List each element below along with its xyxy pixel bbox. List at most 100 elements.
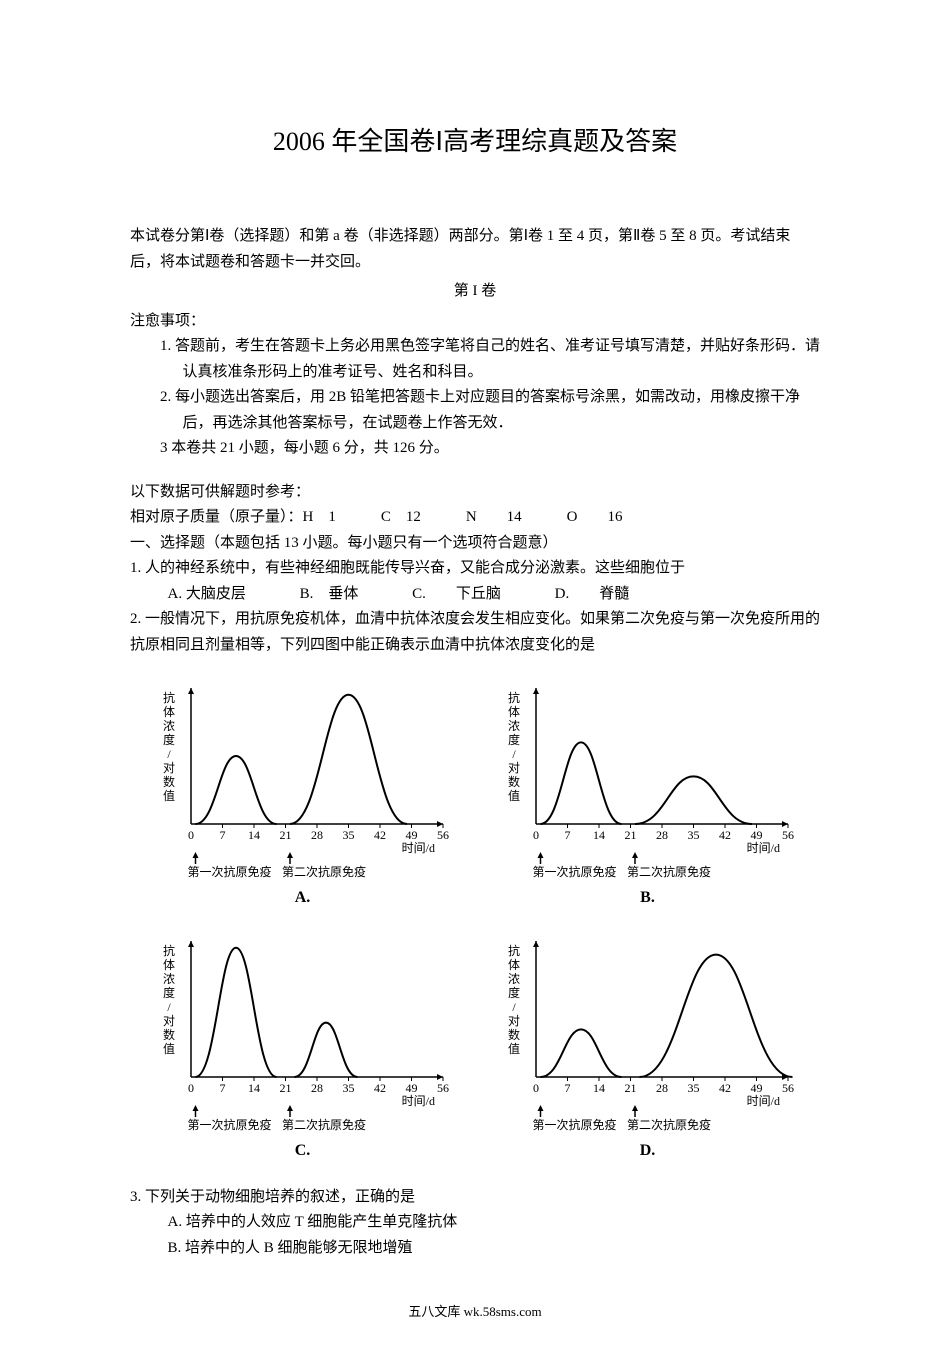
svg-text:浓: 浓 [162, 719, 174, 733]
svg-text:度: 度 [162, 732, 174, 747]
svg-text:14: 14 [248, 1081, 260, 1095]
svg-text:14: 14 [248, 828, 260, 842]
svg-text:21: 21 [279, 828, 291, 842]
question-1-options: A. 大脑皮层 B. 垂体 C. 下丘脑 D. 脊髓 [130, 582, 820, 608]
svg-text:49: 49 [405, 1081, 417, 1095]
svg-text:度: 度 [162, 985, 174, 1000]
page-footer: 五八文库 wk.58sms.com [130, 1301, 820, 1323]
svg-text:21: 21 [624, 1081, 636, 1095]
q3-option-b: B. 培养中的人 B 细胞能够无限地增殖 [130, 1236, 820, 1262]
svg-text:第二次抗原免疫: 第二次抗原免疫 [282, 1117, 366, 1131]
question-2-text: 2. 一般情况下，用抗原免疫机体，血清中抗体浓度会发生相应变化。如果第二次免疫与… [130, 607, 820, 658]
volume-label: 第 I 卷 [130, 279, 820, 305]
svg-text:值: 值 [507, 788, 519, 803]
svg-text:时间/d: 时间/d [401, 1094, 434, 1108]
question-3-text: 3. 下列关于动物细胞培养的叙述，正确的是 [130, 1185, 820, 1211]
svg-text:21: 21 [624, 828, 636, 842]
option-a: A. 大脑皮层 [168, 582, 246, 608]
svg-text:7: 7 [564, 828, 570, 842]
reference-heading: 以下数据可供解题时参考： [130, 480, 820, 506]
svg-text:/: / [167, 1000, 171, 1014]
svg-text:第一次抗原免疫: 第一次抗原免疫 [532, 864, 616, 878]
svg-text:28: 28 [311, 828, 323, 842]
svg-text:42: 42 [719, 828, 731, 842]
svg-text:抗: 抗 [162, 690, 174, 705]
svg-text:第二次抗原免疫: 第二次抗原免疫 [627, 864, 711, 878]
svg-text:时间/d: 时间/d [746, 841, 779, 855]
svg-text:抗: 抗 [507, 943, 519, 958]
svg-text:第一次抗原免疫: 第一次抗原免疫 [532, 1117, 616, 1131]
option-d: D. 脊髓 [555, 582, 630, 608]
svg-text:49: 49 [405, 828, 417, 842]
svg-text:7: 7 [219, 1081, 225, 1095]
svg-text:时间/d: 时间/d [746, 1094, 779, 1108]
svg-text:度: 度 [507, 985, 519, 1000]
notice-heading: 注愈事项： [130, 309, 820, 335]
chart-d-cell: 0714212835424956抗体浓度/对数值时间/d第一次抗原免疫第二次抗原… [495, 931, 800, 1164]
chart-c: 0714212835424956抗体浓度/对数值时间/d第一次抗原免疫第二次抗原… [153, 931, 453, 1131]
notice-item: 1. 答题前，考生在答题卡上务必用黑色签字笔将自己的姓名、准考证号填写清楚，并贴… [153, 334, 821, 385]
option-b: B. 垂体 [300, 582, 359, 608]
svg-text:第二次抗原免疫: 第二次抗原免疫 [627, 1117, 711, 1131]
charts-grid: 0714212835424956抗体浓度/对数值时间/d第一次抗原免疫第二次抗原… [130, 678, 820, 1164]
svg-text:14: 14 [593, 1081, 605, 1095]
svg-text:值: 值 [507, 1041, 519, 1056]
svg-text:21: 21 [279, 1081, 291, 1095]
svg-text:第一次抗原免疫: 第一次抗原免疫 [187, 864, 271, 878]
notice-item: 3 本卷共 21 小题，每小题 6 分，共 126 分。 [153, 436, 821, 462]
svg-text:抗: 抗 [162, 943, 174, 958]
chart-a: 0714212835424956抗体浓度/对数值时间/d第一次抗原免疫第二次抗原… [153, 678, 453, 878]
svg-text:35: 35 [342, 828, 354, 842]
chart-d: 0714212835424956抗体浓度/对数值时间/d第一次抗原免疫第二次抗原… [498, 931, 798, 1131]
svg-text:56: 56 [437, 828, 449, 842]
svg-text:度: 度 [507, 732, 519, 747]
svg-text:35: 35 [342, 1081, 354, 1095]
svg-text:28: 28 [656, 828, 668, 842]
svg-text:对: 对 [507, 1014, 519, 1028]
chart-a-caption: A. [295, 884, 311, 911]
svg-text:/: / [167, 747, 171, 761]
svg-text:对: 对 [507, 761, 519, 775]
chart-b: 0714212835424956抗体浓度/对数值时间/d第一次抗原免疫第二次抗原… [498, 678, 798, 878]
notice-item: 2. 每小题选出答案后，用 2B 铅笔把答题卡上对应题目的答案标号涂黑，如需改动… [153, 385, 821, 436]
intro-text: 本试卷分第Ⅰ卷（选择题）和第 a 卷（非选择题）两部分。第Ⅰ卷 1 至 4 页，… [130, 224, 820, 275]
svg-text:42: 42 [374, 1081, 386, 1095]
svg-text:35: 35 [687, 828, 699, 842]
option-c: C. 下丘脑 [412, 582, 501, 608]
svg-text:对: 对 [162, 761, 174, 775]
chart-b-caption: B. [640, 884, 655, 911]
page-title: 2006 年全国卷Ⅰ高考理综真题及答案 [130, 120, 820, 164]
svg-text:体: 体 [162, 958, 174, 972]
svg-text:0: 0 [533, 828, 539, 842]
svg-text:49: 49 [750, 1081, 762, 1095]
question-1-text: 1. 人的神经系统中，有些神经细胞既能传导兴奋，又能合成分泌激素。这些细胞位于 [130, 556, 820, 582]
svg-text:抗: 抗 [507, 690, 519, 705]
svg-text:7: 7 [219, 828, 225, 842]
svg-text:体: 体 [507, 958, 519, 972]
svg-text:56: 56 [437, 1081, 449, 1095]
svg-text:数: 数 [507, 1027, 519, 1042]
svg-text:第一次抗原免疫: 第一次抗原免疫 [187, 1117, 271, 1131]
svg-text:/: / [512, 1000, 516, 1014]
svg-text:28: 28 [311, 1081, 323, 1095]
svg-text:体: 体 [507, 705, 519, 719]
svg-text:0: 0 [188, 1081, 194, 1095]
svg-text:/: / [512, 747, 516, 761]
q3-option-a: A. 培养中的人效应 T 细胞能产生单克隆抗体 [130, 1210, 820, 1236]
svg-text:0: 0 [533, 1081, 539, 1095]
svg-text:对: 对 [162, 1014, 174, 1028]
svg-text:值: 值 [162, 788, 174, 803]
svg-text:56: 56 [782, 1081, 794, 1095]
svg-text:数: 数 [162, 1027, 174, 1042]
chart-c-cell: 0714212835424956抗体浓度/对数值时间/d第一次抗原免疫第二次抗原… [150, 931, 455, 1164]
chart-d-caption: D. [640, 1137, 656, 1164]
section-heading: 一、选择题（本题包括 13 小题。每小题只有一个选项符合题意） [130, 531, 820, 557]
svg-text:时间/d: 时间/d [401, 841, 434, 855]
svg-text:56: 56 [782, 828, 794, 842]
chart-a-cell: 0714212835424956抗体浓度/对数值时间/d第一次抗原免疫第二次抗原… [150, 678, 455, 911]
svg-text:42: 42 [719, 1081, 731, 1095]
svg-text:42: 42 [374, 828, 386, 842]
svg-text:49: 49 [750, 828, 762, 842]
svg-text:第二次抗原免疫: 第二次抗原免疫 [282, 864, 366, 878]
svg-text:14: 14 [593, 828, 605, 842]
